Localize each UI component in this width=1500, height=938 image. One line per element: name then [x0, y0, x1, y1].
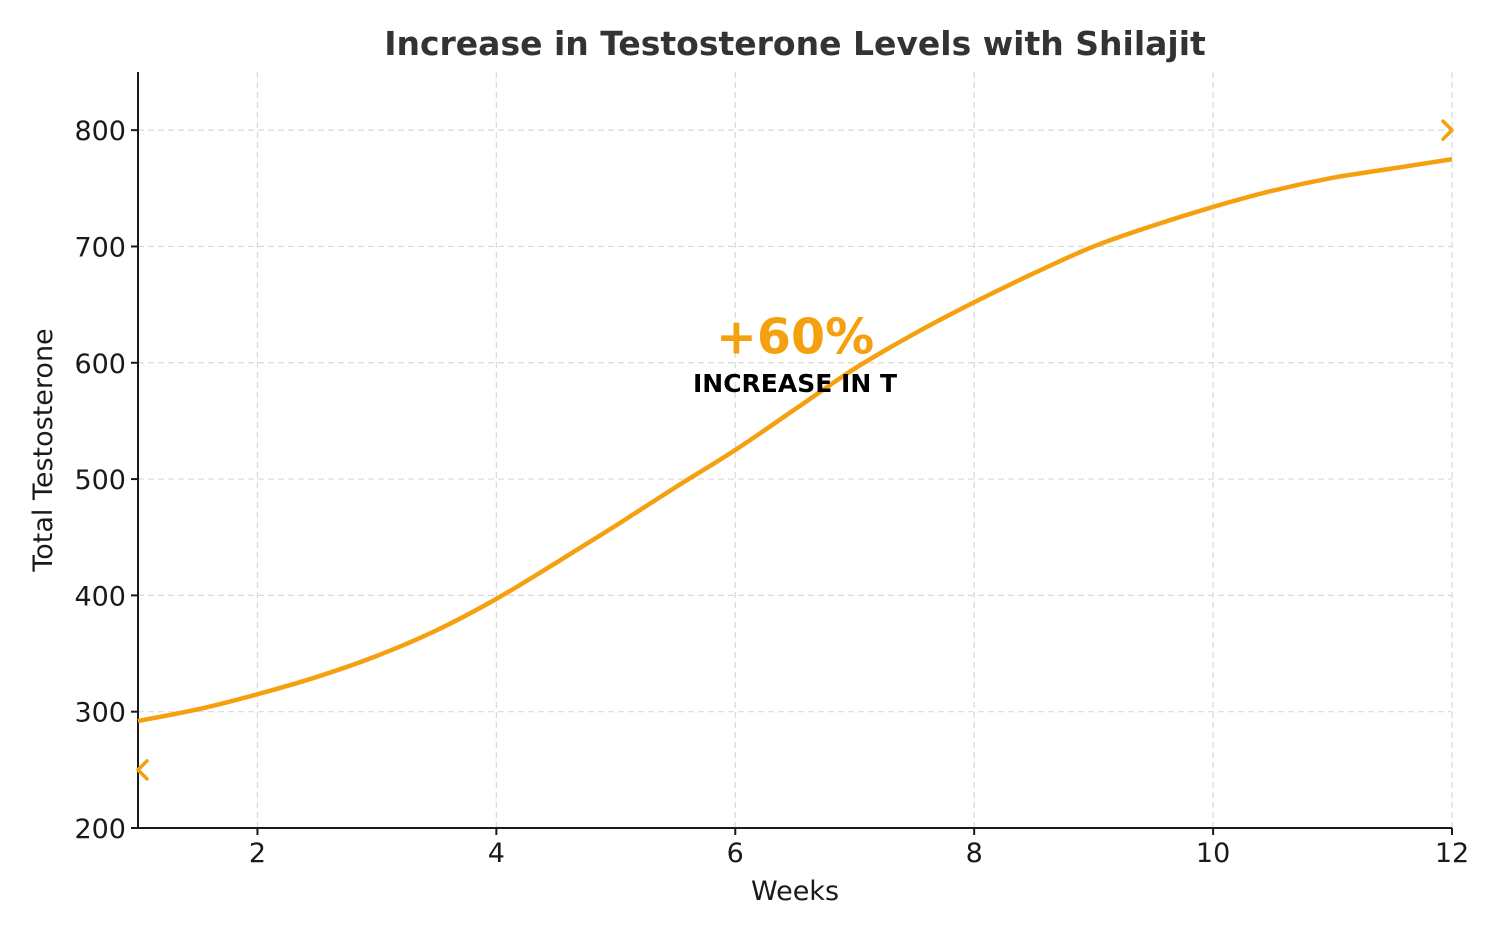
y-tick-label: 600	[74, 349, 126, 380]
x-tick-label: 10	[1196, 838, 1230, 869]
axes	[137, 72, 1452, 829]
y-tick-label: 300	[74, 698, 126, 729]
x-tick-label: 8	[966, 838, 983, 869]
end-marker	[1441, 119, 1454, 141]
markers	[136, 119, 1454, 781]
y-axis-title: Total Testosterone	[28, 328, 59, 572]
grid	[138, 72, 1453, 829]
annotations: +60% INCREASE IN T	[693, 308, 897, 397]
chart-title: Increase in Testosterone Levels with Shi…	[384, 24, 1206, 63]
y-tick-label: 400	[74, 581, 126, 612]
x-tick-label: 2	[249, 838, 266, 869]
y-tick-label: 200	[74, 814, 126, 845]
series-line	[137, 157, 1453, 724]
series	[137, 157, 1453, 724]
start-marker	[136, 759, 149, 781]
x-tick-label: 4	[488, 838, 505, 869]
x-tick-label: 12	[1435, 838, 1469, 869]
x-tick-label: 6	[727, 838, 744, 869]
annotation-caption: INCREASE IN T	[693, 369, 897, 398]
y-tick-label: 500	[74, 465, 126, 496]
y-tick-label: 800	[74, 116, 126, 147]
ticks: 2 4 6 8 10 12 200 300 400 500 600 700 800	[74, 116, 1469, 869]
y-tick-label: 700	[74, 232, 126, 263]
annotation-percent: +60%	[716, 308, 874, 365]
x-axis-title: Weeks	[751, 876, 839, 907]
